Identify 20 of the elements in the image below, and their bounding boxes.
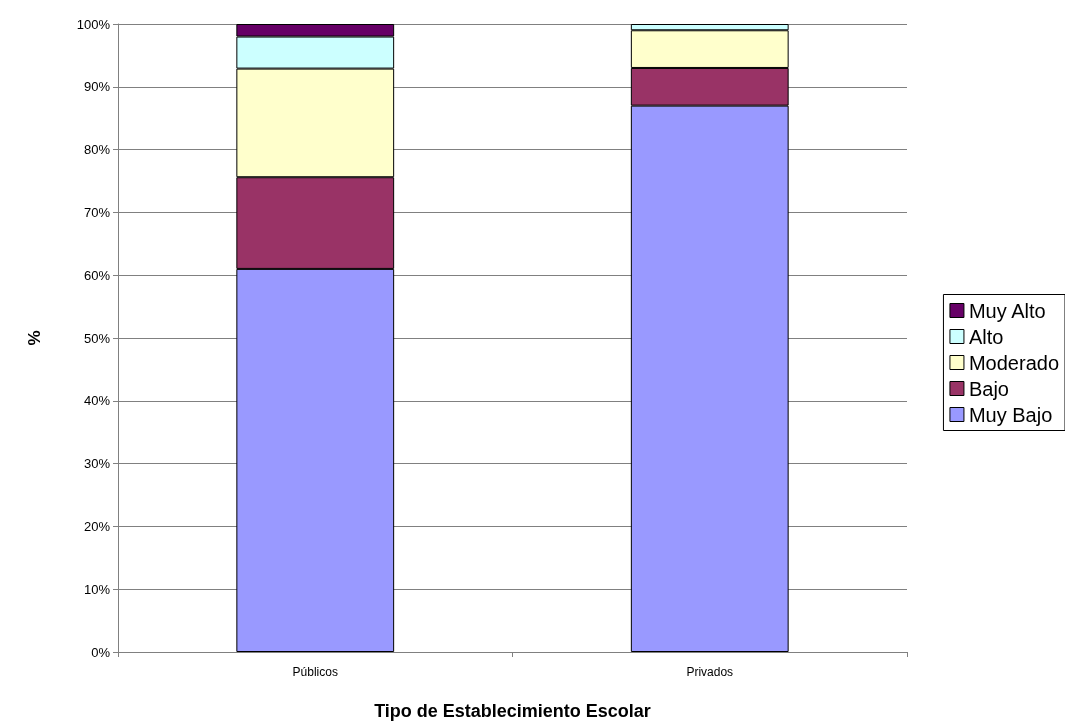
- y-tick-label: 100%: [76, 16, 111, 32]
- x-tick-label: Privados: [686, 665, 734, 679]
- y-tick-label: 10%: [83, 581, 111, 597]
- y-tick-label: 40%: [83, 393, 111, 409]
- y-tick-label: 20%: [83, 518, 111, 534]
- legend-label: Muy Bajo: [968, 403, 1053, 426]
- y-tick-label: 60%: [83, 267, 111, 283]
- x-axis-title: Tipo de Establecimiento Escolar: [374, 701, 651, 721]
- y-tick-label: 50%: [83, 330, 111, 346]
- y-axis-title: %: [25, 330, 44, 346]
- y-tick-label: 90%: [83, 79, 111, 95]
- legend-label: Bajo: [968, 377, 1009, 400]
- x-tick-label: Públicos: [292, 665, 338, 679]
- legend-label: Muy Alto: [968, 299, 1046, 322]
- legend-label: Alto: [968, 325, 1004, 348]
- y-tick-label: 0%: [91, 644, 111, 660]
- y-tick-label: 80%: [83, 142, 111, 158]
- y-tick-label: 70%: [83, 204, 111, 220]
- legend-label: Moderado: [968, 351, 1059, 374]
- y-tick-label: 30%: [83, 456, 111, 472]
